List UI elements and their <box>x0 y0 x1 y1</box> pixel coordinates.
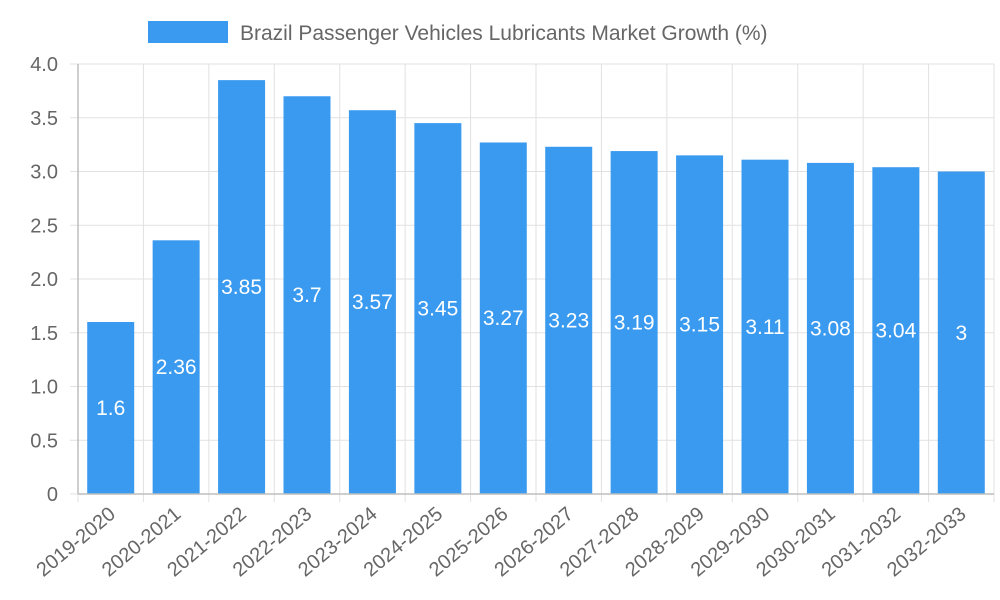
bars <box>87 80 985 495</box>
y-axis-ticks: 0 0.5 1.0 1.5 2.0 2.5 3.0 3.5 4.0 <box>30 54 58 506</box>
bar <box>479 142 527 494</box>
legend-label: Brazil Passenger Vehicles Lubricants Mar… <box>240 22 768 45</box>
bar-value-label: 3.45 <box>417 298 458 321</box>
y-tick-label: 2.5 <box>30 215 58 237</box>
bar <box>545 146 593 494</box>
bar-value-label: 3.27 <box>483 307 524 330</box>
y-tick-label: 1.5 <box>30 323 58 345</box>
bar <box>87 322 135 494</box>
bar <box>806 162 854 494</box>
bar <box>348 110 396 494</box>
bar-value-label: 2.36 <box>156 356 197 379</box>
y-tick-label: 0.5 <box>30 430 58 452</box>
bar-value-label: 3.08 <box>810 317 851 340</box>
bar <box>610 151 658 494</box>
y-tick-label: 2.0 <box>30 269 58 291</box>
legend-swatch <box>148 21 228 43</box>
bar <box>152 240 200 494</box>
bar-value-label: 3.7 <box>292 284 321 307</box>
y-tick-label: 3.5 <box>30 108 58 130</box>
bar <box>676 155 724 494</box>
bar <box>937 171 985 494</box>
bar-value-label: 1.6 <box>96 397 125 420</box>
bar-value-label: 3 <box>955 322 967 345</box>
x-axis-ticks: 2019-20202020-20212021-20222022-20232023… <box>33 503 971 581</box>
y-tick-label: 0 <box>47 484 58 506</box>
legend: Brazil Passenger Vehicles Lubricants Mar… <box>148 21 768 45</box>
bar <box>741 159 789 495</box>
bar <box>872 167 920 494</box>
bar-value-label: 3.15 <box>679 314 720 337</box>
y-tick-label: 4.0 <box>30 54 58 76</box>
bar <box>414 123 462 494</box>
bar-value-label: 3.04 <box>875 320 916 343</box>
y-tick-label: 3.0 <box>30 162 58 184</box>
axes <box>77 64 994 495</box>
bar-value-label: 3.57 <box>352 291 393 314</box>
bar-value-label: 3.23 <box>548 309 589 332</box>
bar-value-label: 3.19 <box>614 312 655 335</box>
bar <box>283 96 331 494</box>
y-tick-label: 1.0 <box>30 377 58 399</box>
bar-data-labels: 1.6 2.36 3.85 3.7 3.57 3.45 3.27 3.23 3.19 3.15 3.… <box>96 276 967 420</box>
gridlines <box>70 63 995 502</box>
bar <box>218 80 266 494</box>
bar-value-label: 3.11 <box>745 316 784 339</box>
bar-value-label: 3.85 <box>221 276 262 299</box>
